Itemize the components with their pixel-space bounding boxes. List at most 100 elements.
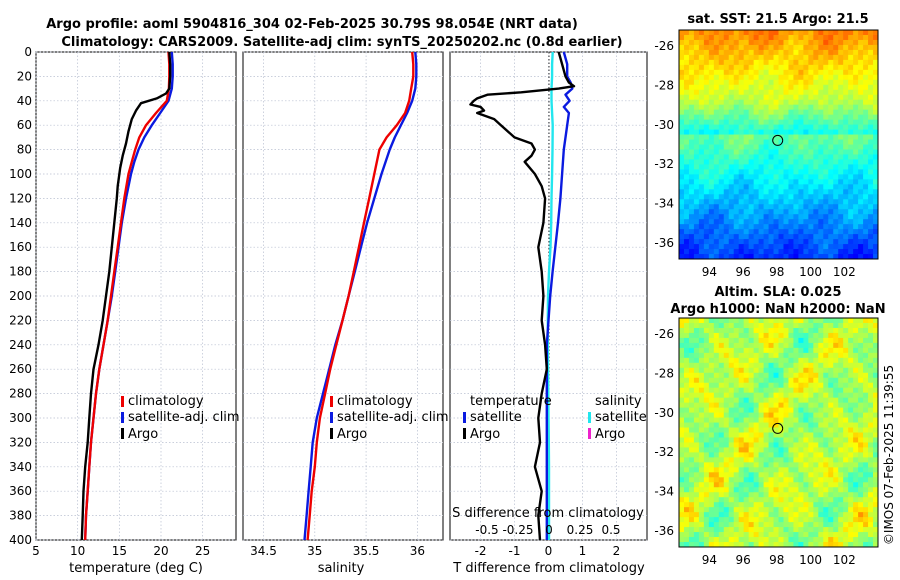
heatmap-cell <box>813 244 819 250</box>
lat-tick--26: -26 <box>654 39 674 53</box>
heatmap-cell <box>738 532 745 538</box>
heatmap-cell <box>788 159 794 165</box>
heatmap-cell <box>778 30 784 36</box>
heatmap-cell <box>708 372 715 379</box>
heatmap-cell <box>853 204 859 210</box>
heatmap-cell <box>758 422 764 428</box>
heatmap-cell <box>808 69 814 76</box>
salinity-tick-labels: 34.5 35 35.5 36 <box>250 544 425 558</box>
heatmap-cell <box>718 64 725 71</box>
heatmap-cell <box>803 407 809 413</box>
heatmap-cell <box>788 442 794 448</box>
heatmap-cell <box>713 209 720 215</box>
heatmap-cell <box>858 214 864 220</box>
heatmap-cell <box>778 214 784 220</box>
heatmap-cell <box>798 512 804 518</box>
heatmap-cell <box>758 447 764 453</box>
heatmap-cell <box>868 447 874 453</box>
heatmap-cell <box>713 234 720 240</box>
heatmap-cell <box>748 254 755 260</box>
heatmap-cell <box>793 432 799 438</box>
heatmap-cell <box>728 507 735 513</box>
heatmap-cell <box>843 412 849 418</box>
heatmap-cell <box>743 94 750 101</box>
heatmap-cell <box>753 94 760 101</box>
heatmap-cell <box>748 387 755 394</box>
heatmap-cell <box>698 144 705 150</box>
heatmap-cell <box>688 372 695 379</box>
heatmap-cell <box>763 492 769 498</box>
heatmap-cell <box>818 54 824 61</box>
heatmap-cell <box>743 179 750 185</box>
heatmap-cell <box>843 477 849 483</box>
heatmap-cell <box>698 109 705 116</box>
heatmap-cell <box>783 134 789 140</box>
heatmap-cell <box>808 124 814 130</box>
heatmap-cell <box>863 189 869 195</box>
heatmap-cell <box>858 254 864 260</box>
heatmap-cell <box>848 522 854 528</box>
heatmap-cell <box>698 84 705 91</box>
heatmap-cell <box>748 189 755 195</box>
heatmap-cell <box>733 318 740 324</box>
heatmap-cell <box>738 417 745 423</box>
heatmap-cell <box>803 442 809 448</box>
heatmap-cell <box>843 347 849 354</box>
heatmap-cell <box>838 39 844 46</box>
heatmap-cell <box>823 362 829 369</box>
heatmap-cell <box>863 30 869 36</box>
heatmap-cell <box>803 467 809 473</box>
heatmap-cell <box>748 30 755 36</box>
heatmap-cell <box>803 69 809 76</box>
heatmap-cell <box>753 49 760 56</box>
heatmap-cell <box>723 357 730 364</box>
heatmap-cell <box>813 124 819 130</box>
heatmap-cell <box>848 69 854 76</box>
heatmap-cell <box>778 407 784 413</box>
heatmap-cell <box>798 482 804 488</box>
heatmap-cell <box>853 357 859 364</box>
heatmap-cell <box>753 84 760 91</box>
heatmap-cell <box>863 209 869 215</box>
heatmap-cell <box>733 179 740 185</box>
heatmap-cell <box>693 249 700 255</box>
heatmap-cell <box>853 347 859 354</box>
heatmap-cell <box>743 134 750 140</box>
heatmap-cell <box>843 462 849 468</box>
heatmap-cell <box>848 239 854 245</box>
heatmap-cell <box>723 64 730 71</box>
heatmap-cell <box>788 34 794 41</box>
heatmap-cell <box>728 209 735 215</box>
heatmap-cell <box>703 79 710 86</box>
heatmap-cell <box>863 89 869 96</box>
heatmap-cell <box>858 139 864 145</box>
heatmap-cell <box>768 517 774 523</box>
heatmap-cell <box>818 34 824 41</box>
heatmap-cell <box>768 522 774 528</box>
heatmap-cell <box>848 452 854 458</box>
heatmap-cell <box>688 387 695 394</box>
heatmap-cell <box>858 244 864 250</box>
heatmap-cell <box>679 432 685 438</box>
heatmap-cell <box>698 209 705 215</box>
heatmap-cell <box>728 249 735 255</box>
heatmap-cell <box>763 30 769 36</box>
heatmap-cell <box>828 229 834 235</box>
heatmap-cell <box>763 537 769 543</box>
heatmap-cell <box>853 209 859 215</box>
heatmap-cell <box>743 447 750 453</box>
heatmap-cell <box>803 194 809 200</box>
heatmap-cell <box>748 482 755 488</box>
heatmap-cell <box>843 497 849 503</box>
heatmap-cell <box>813 254 819 260</box>
heatmap-cell <box>863 377 869 384</box>
heatmap-cell <box>873 34 879 41</box>
heatmap-cell <box>679 119 685 125</box>
heatmap-cell <box>793 194 799 200</box>
heatmap-cell <box>703 332 710 339</box>
heatmap-cell <box>703 179 710 185</box>
heatmap-cell <box>713 54 720 61</box>
heatmap-cell <box>788 522 794 528</box>
heatmap-cell <box>763 372 769 379</box>
heatmap-cell <box>863 49 869 56</box>
